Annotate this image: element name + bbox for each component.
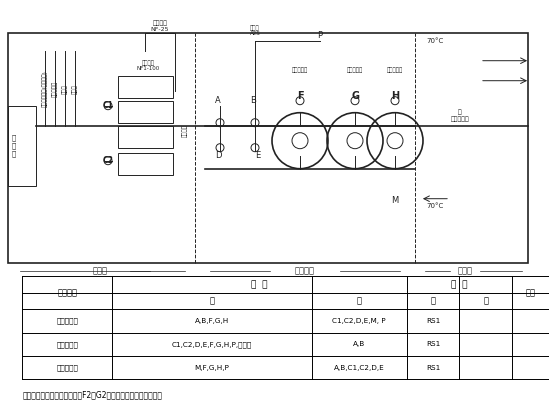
Text: RS1: RS1 [426, 318, 440, 324]
Text: RS1: RS1 [426, 341, 440, 347]
Text: 密闭阀: 密闭阀 [72, 84, 78, 94]
Text: C2: C2 [102, 156, 114, 165]
Text: G: G [351, 91, 359, 101]
Text: 测压点
A2S: 测压点 A2S [250, 25, 260, 37]
Text: D: D [214, 151, 221, 160]
Text: F: F [297, 91, 304, 101]
Text: M: M [391, 196, 399, 205]
Text: 滤毒式通风: 滤毒式通风 [56, 341, 78, 348]
Bar [118, 153, 173, 175]
Text: H: H [391, 91, 399, 101]
Text: 备注: 备注 [525, 288, 535, 297]
Text: 元过滤器
NF1-100: 元过滤器 NF1-100 [137, 60, 160, 71]
Text: 防护密闭门: 防护密闭门 [52, 81, 58, 97]
Text: 送风调节台: 送风调节台 [292, 68, 308, 74]
Text: A: A [215, 96, 221, 105]
Text: 净化单元
NF-25: 净化单元 NF-25 [151, 21, 169, 32]
Text: C1,C2,D,E,F,G,H,P,风调节: C1,C2,D,E,F,G,H,P,风调节 [172, 341, 252, 348]
Text: 注：人防单元一进风口密闭阀F2、G2，战平时关闭，备战开启。: 注：人防单元一进风口密闭阀F2、G2，战平时关闭，备战开启。 [22, 390, 162, 399]
Text: 送风机房: 送风机房 [295, 266, 315, 275]
Text: 开: 开 [209, 297, 214, 305]
Text: 送风调节台: 送风调节台 [387, 68, 403, 74]
Text: RS1: RS1 [426, 365, 440, 371]
Text: 滤毒室: 滤毒室 [92, 266, 108, 275]
Bar [118, 101, 173, 123]
Text: 阀  门: 阀 门 [251, 280, 268, 289]
Text: 人
防
门: 人 防 门 [12, 135, 16, 157]
Text: A,B,F,G,H: A,B,F,G,H [195, 318, 229, 324]
Text: 70°C: 70°C [426, 203, 444, 209]
Text: A,B,C1,C2,D,E: A,B,C1,C2,D,E [334, 365, 385, 371]
Text: 活性炭过滤器(单向导风): 活性炭过滤器(单向导风) [42, 70, 48, 107]
Text: 70°C: 70°C [426, 38, 444, 44]
Text: 开: 开 [431, 297, 436, 305]
Text: 隔绝式通风: 隔绝式通风 [56, 365, 78, 371]
Text: P: P [318, 31, 323, 40]
Text: 关: 关 [483, 297, 488, 305]
Text: 到
人防掩蔽所: 到 人防掩蔽所 [451, 110, 469, 122]
Text: 关: 关 [357, 297, 362, 305]
Bar [8, 33, 528, 262]
Text: 风  机: 风 机 [451, 280, 468, 289]
Text: C1: C1 [102, 101, 114, 110]
Bar [8, 106, 36, 186]
Text: 通风方式: 通风方式 [57, 288, 77, 297]
Text: E: E [255, 151, 260, 160]
Text: 清洁式通风: 清洁式通风 [56, 318, 78, 324]
Text: B: B [250, 96, 256, 105]
Text: M,F,G,H,P: M,F,G,H,P [194, 365, 230, 371]
Bar [118, 126, 173, 148]
Text: C1,C2,D,E,M, P: C1,C2,D,E,M, P [333, 318, 386, 324]
Text: 清洁区: 清洁区 [458, 266, 473, 275]
Bar [118, 76, 173, 98]
Text: 前过滤段: 前过滤段 [182, 124, 188, 137]
Text: A,B: A,B [353, 341, 366, 347]
Text: 密闭阀: 密闭阀 [62, 84, 68, 94]
Text: 送风调节台: 送风调节台 [347, 68, 363, 74]
